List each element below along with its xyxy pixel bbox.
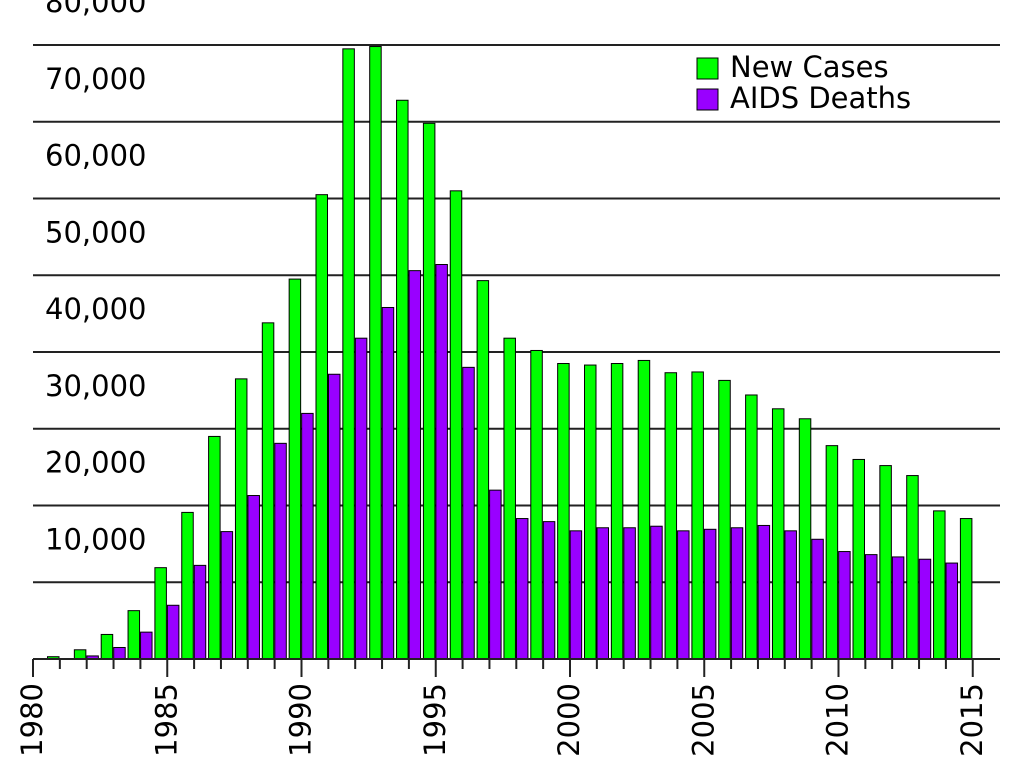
x-tick-label: 2010 <box>821 683 855 757</box>
bar-new-cases <box>557 363 570 660</box>
x-tick-label: 1980 <box>15 683 49 757</box>
bar-aids-deaths <box>918 558 932 660</box>
bar-new-cases <box>584 364 597 660</box>
y-tick-label: 70,000 <box>45 62 146 96</box>
bar-aids-deaths <box>703 528 717 660</box>
bar-new-cases <box>396 99 409 660</box>
bar-new-cases <box>610 363 624 660</box>
bar-aids-deaths <box>945 562 959 660</box>
gridlines <box>33 44 1000 584</box>
x-tick-label: 1990 <box>284 683 318 757</box>
bar-aids-deaths <box>757 524 771 660</box>
bar-new-cases <box>422 122 436 660</box>
bar-aids-deaths <box>435 264 448 660</box>
y-tick-labels: 10,000 20,000 30,000 40,000 50,000 60,000 70,0… <box>45 0 146 556</box>
legend-label: AIDS Deaths <box>730 81 911 115</box>
bar-aids-deaths <box>569 530 583 660</box>
bar-new-cases <box>342 48 355 660</box>
bar-new-cases <box>825 445 839 660</box>
bar-new-cases <box>771 408 785 660</box>
bar-new-cases <box>503 337 516 660</box>
y-tick-label: 10,000 <box>45 522 146 556</box>
bar-aids-deaths <box>166 604 180 660</box>
y-tick-label: 50,000 <box>45 215 146 249</box>
bar-aids-deaths <box>865 554 878 660</box>
x-tick-label: 1985 <box>149 683 183 757</box>
bar-new-cases <box>449 190 463 660</box>
legend-label: New Cases <box>730 50 889 84</box>
x-tick-labels: 1980 1985 1990 1995 2000 2005 2010 2015 <box>15 683 989 757</box>
bar-new-cases <box>906 475 919 660</box>
bar-new-cases <box>637 359 651 660</box>
bar-new-cases <box>852 458 865 660</box>
bar-aids-deaths <box>730 527 744 660</box>
bar-aids-deaths <box>596 527 609 660</box>
bar-new-cases <box>261 322 275 660</box>
bar-new-cases <box>959 518 973 660</box>
x-tick-label: 1995 <box>418 683 452 757</box>
bar-new-cases <box>154 567 167 660</box>
bar-new-cases <box>315 194 328 660</box>
bar-new-cases <box>798 418 812 660</box>
x-tick-label: 2000 <box>552 683 586 757</box>
bar-aids-deaths <box>489 489 502 660</box>
x-tick-label: 2015 <box>955 683 989 757</box>
bar-new-cases <box>664 372 678 660</box>
bar-new-cases <box>288 278 302 660</box>
bar-new-cases <box>530 349 543 660</box>
bar-aids-deaths <box>623 527 636 660</box>
bar-aids-deaths <box>408 270 422 660</box>
bar-new-cases <box>73 649 87 660</box>
bar-aids-deaths <box>301 412 314 660</box>
bar-new-cases <box>933 510 946 660</box>
y-tick-label: 20,000 <box>45 446 146 480</box>
y-tick-label: 30,000 <box>45 369 146 403</box>
y-tick-label: 40,000 <box>45 292 146 326</box>
bar-new-cases <box>879 465 892 660</box>
bar-new-cases <box>476 280 490 660</box>
bar-aids-deaths <box>140 631 153 660</box>
bar-aids-deaths <box>247 495 260 660</box>
bar-aids-deaths <box>220 531 234 660</box>
bar-new-cases <box>691 371 704 660</box>
bar-aids-deaths <box>381 306 395 660</box>
bar-new-cases <box>234 378 248 660</box>
bar-new-cases <box>100 633 114 660</box>
bar-aids-deaths <box>891 556 905 660</box>
bar-aids-deaths <box>677 530 690 660</box>
bar-aids-deaths <box>515 518 529 660</box>
bar-aids-deaths <box>542 521 556 660</box>
bar-aids-deaths <box>193 564 207 660</box>
x-axis <box>32 658 1000 677</box>
x-tick-label: 2005 <box>686 683 720 757</box>
legend-swatch <box>696 57 719 80</box>
bar-aids-deaths <box>784 530 797 660</box>
bar-aids-deaths <box>838 551 851 660</box>
bar-new-cases <box>718 379 731 660</box>
bar-new-cases <box>208 435 221 660</box>
bar-aids-deaths <box>274 442 287 660</box>
bar-aids-deaths <box>811 538 824 660</box>
bar-aids-deaths <box>328 373 341 660</box>
bar-aids-deaths <box>650 525 663 660</box>
bar-new-cases <box>745 394 758 660</box>
bar-new-cases <box>369 46 382 660</box>
y-tick-label: 80,000 <box>45 0 146 19</box>
bar-aids-deaths <box>462 366 475 660</box>
bar-new-cases <box>127 610 141 660</box>
legend-swatch <box>696 88 719 111</box>
bar-aids-deaths <box>113 646 126 660</box>
y-tick-label: 60,000 <box>45 139 146 173</box>
bar-new-cases <box>181 511 194 660</box>
bar-aids-deaths <box>354 337 368 660</box>
